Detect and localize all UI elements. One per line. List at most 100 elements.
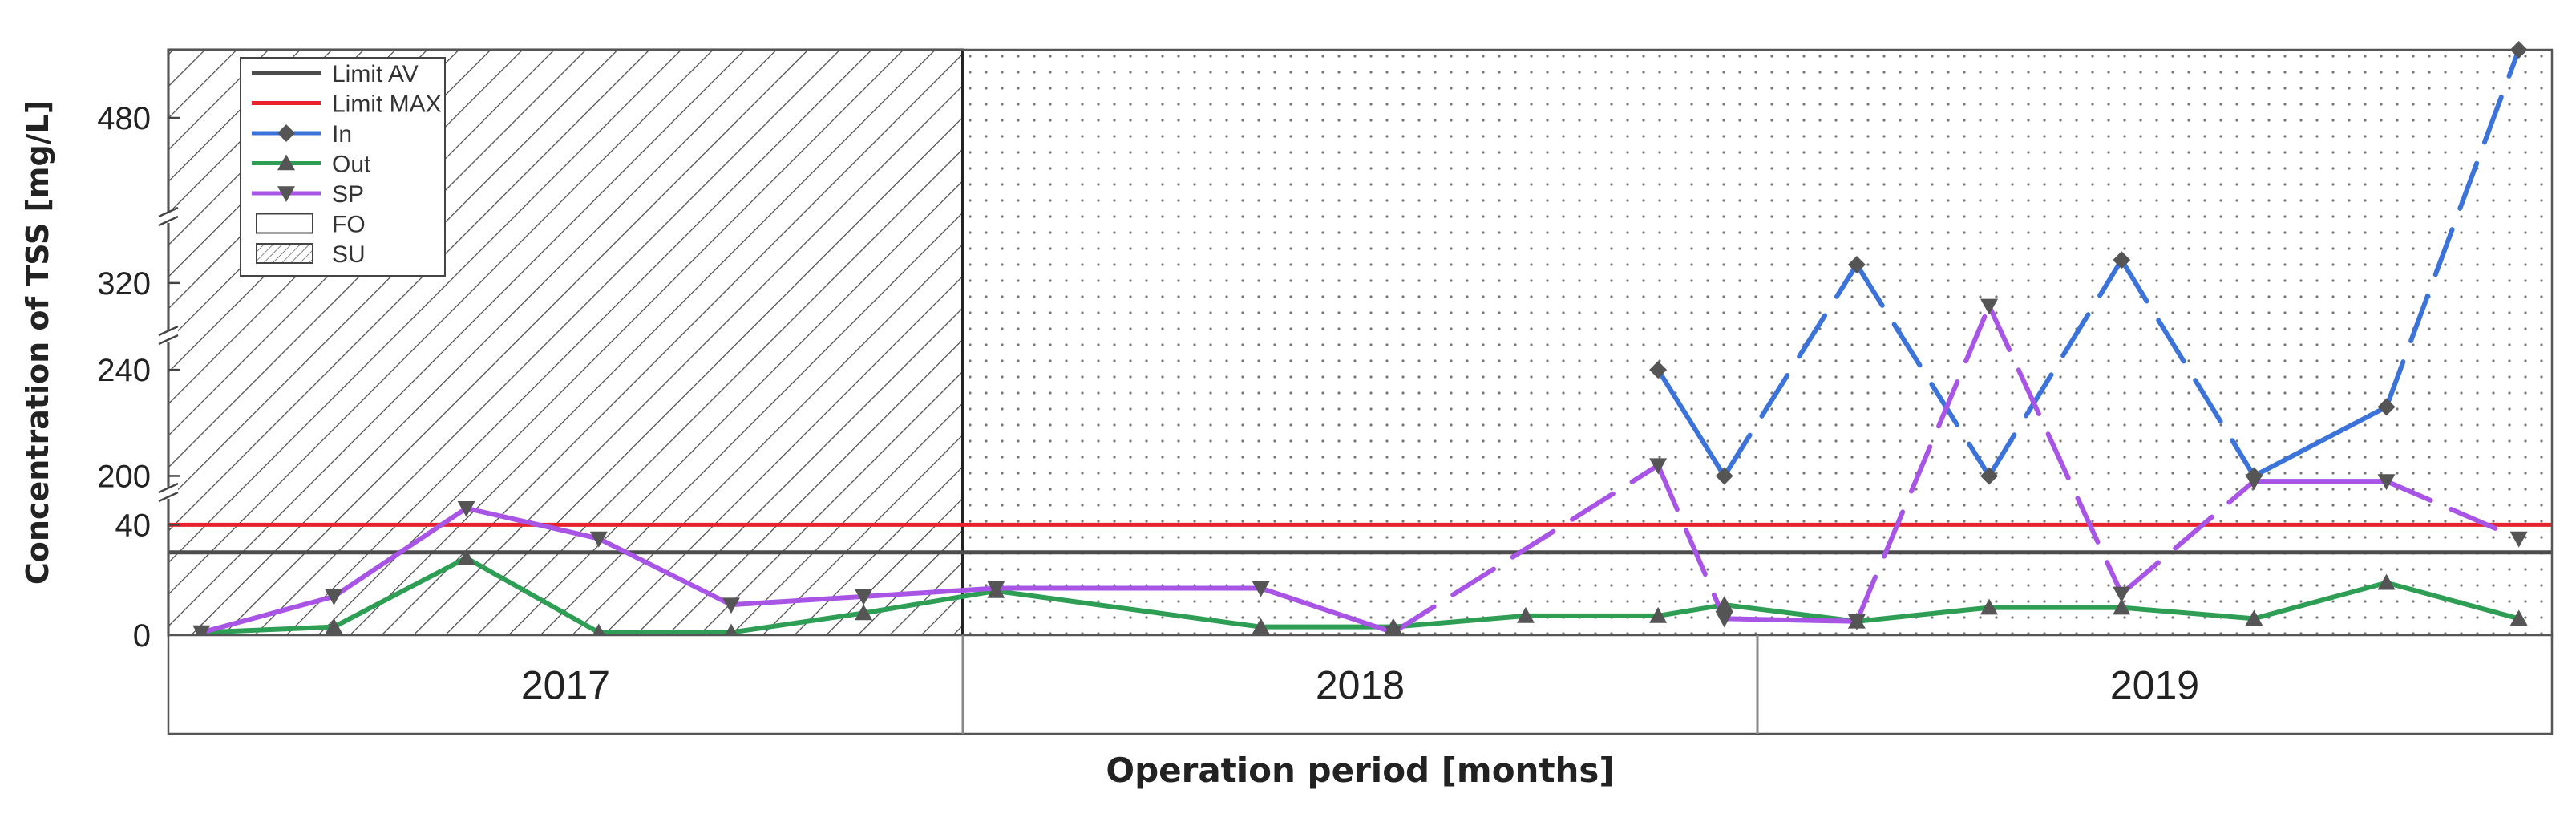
series-in-point — [1847, 256, 1866, 273]
year-label-2017: 2017 — [521, 663, 610, 708]
y-tick-label: 480 — [97, 101, 151, 136]
year-label-2018: 2018 — [1316, 663, 1405, 708]
series-out-segment — [993, 588, 1264, 630]
series-out-point — [325, 618, 343, 634]
series-sp-line — [199, 303, 2521, 635]
series-sp-segment — [861, 585, 999, 599]
axis-break-mark — [158, 206, 179, 218]
series-in-segment — [2119, 257, 2257, 479]
series-sp-segment — [1854, 303, 1992, 624]
legend-in-label: In — [332, 121, 352, 148]
series-out-segment — [1390, 613, 1528, 630]
period-backgrounds — [167, 48, 2552, 637]
series-sp-segment — [331, 505, 469, 599]
axis-break-mark — [158, 215, 179, 227]
series-markers — [192, 41, 2528, 642]
series-sp-point — [457, 500, 475, 517]
axis-break-mark — [158, 491, 179, 503]
legend-fo-swatch — [256, 213, 313, 234]
series-in-segment — [1721, 262, 1859, 479]
series-in-segment — [1854, 262, 1992, 479]
series-out-point — [1516, 606, 1535, 623]
series-in-point — [2113, 251, 2131, 269]
series-out-point — [1715, 596, 1733, 612]
series-out-point — [2377, 573, 2396, 590]
series-sp-point — [589, 531, 608, 548]
legend-out-label: Out — [332, 152, 371, 178]
series-out-line — [199, 555, 2521, 635]
series-out-segment — [1656, 602, 1727, 618]
series-sp-markers — [192, 298, 2528, 642]
y-tick-label: 40 — [115, 508, 152, 543]
series-sp-segment — [1656, 463, 1727, 622]
series-sp-point — [192, 625, 211, 642]
series-out-segment — [331, 555, 469, 630]
axis-break-mark — [158, 482, 179, 494]
legend-su-swatch — [256, 243, 313, 264]
year-band-frame — [167, 634, 2554, 735]
series-out-point — [2245, 609, 2263, 626]
series-sp-point — [325, 589, 343, 605]
series-sp-segment — [596, 536, 734, 608]
series-sp-point — [1715, 611, 1733, 628]
series-in-point — [1649, 361, 1668, 379]
y-tick-label: 320 — [97, 266, 151, 302]
series-out-point — [1252, 618, 1270, 634]
legend-su-label: SU — [332, 241, 366, 268]
legend: Limit AV Limit MAX In Out SP FO SU — [240, 57, 446, 277]
series-sp-segment — [1390, 463, 1661, 635]
series-sp-point — [1649, 458, 1668, 475]
series-sp-point — [2377, 474, 2396, 491]
y-tick-label: 200 — [97, 459, 151, 494]
series-sp-segment — [728, 593, 867, 608]
legend-box — [240, 57, 446, 277]
legend-limit-av-label: Limit AV — [332, 61, 419, 87]
series-sp-segment — [1258, 585, 1396, 635]
series-sp-segment — [2384, 479, 2521, 541]
series-in-segment — [1987, 257, 2125, 479]
legend-sp-marker — [277, 186, 295, 202]
year-label-2019: 2019 — [2110, 663, 2199, 708]
legend-in-marker — [277, 124, 295, 142]
y-tick-label: 0 — [133, 618, 151, 654]
limit-lines — [168, 522, 2552, 555]
series-out-segment — [463, 555, 601, 635]
series-out-point — [2509, 609, 2528, 626]
series-sp-point — [987, 581, 1005, 597]
series-out-segment — [2251, 580, 2389, 622]
series-in-point — [1980, 467, 1999, 485]
series-out-segment — [1854, 605, 1992, 624]
year-axis-band: 2017 2018 2019 — [167, 634, 2554, 735]
series-sp-segment — [1721, 616, 1859, 624]
series-out-point — [855, 604, 873, 621]
series-sp-point — [2113, 586, 2131, 603]
series-in-line — [1656, 47, 2521, 479]
y-axis-title: Concentration of TSS [mg/L] — [20, 100, 55, 585]
series-sp-point — [1384, 625, 1402, 642]
legend-fo-label: FO — [332, 212, 366, 238]
series-sp-point — [855, 589, 873, 605]
series-sp-point — [2509, 531, 2528, 548]
legend-limit-max-label: Limit MAX — [332, 91, 442, 118]
series-sp-point — [722, 597, 740, 614]
legend-out-marker — [277, 154, 295, 171]
x-axis-title: Operation period [months] — [1106, 751, 1614, 790]
series-sp-point — [1847, 614, 1866, 630]
series-out-segment — [2119, 605, 2257, 622]
series-out-segment — [2384, 580, 2521, 622]
series-sp-point — [1252, 581, 1270, 597]
series-sp-segment — [199, 593, 337, 635]
series-in-segment — [1656, 367, 1727, 479]
series-out-segment — [199, 624, 337, 635]
year-dividers — [961, 635, 1759, 734]
series-out-segment — [861, 588, 999, 616]
axis-break-mark — [158, 325, 179, 337]
series-sp-point — [2245, 474, 2263, 491]
series-out-segment — [728, 610, 867, 635]
axis-break-mark — [158, 334, 179, 346]
series-out-point — [1649, 606, 1668, 623]
series-in-point — [2377, 398, 2396, 416]
legend-sp-label: SP — [332, 181, 364, 208]
y-axis-breaks — [158, 206, 179, 503]
